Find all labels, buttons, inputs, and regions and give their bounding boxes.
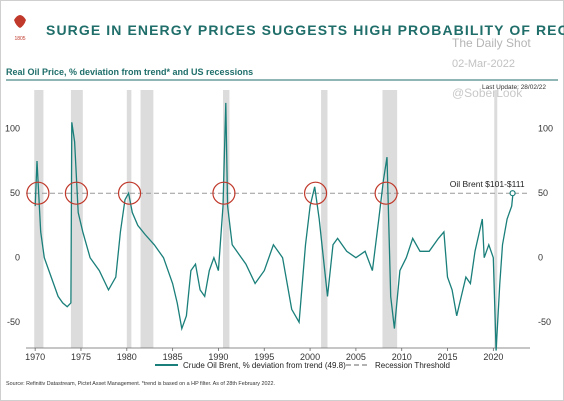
axes: 1970 1975 1980 1985 1990 1995 2000 2005 2010 2015… [5,124,553,362]
chart-title: SURGE IN ENERGY PRICES SUGGESTS HIGH PRO… [46,22,564,38]
recession-band [321,90,328,348]
threshold-circle [117,181,142,205]
threshold-circle [26,181,50,205]
x-tick-label: 2020 [483,352,503,362]
source-note: Source: Refinitiv Datastream, Pictet Ass… [6,381,275,387]
threshold-circle [64,181,89,205]
x-tick-label: 1985 [163,352,183,362]
recession-band [34,90,44,348]
recession-band [382,90,398,348]
watermark-date: 02-Mar-2022 [452,58,515,70]
x-tick-label: 1990 [208,352,228,362]
x-tick-label: 2005 [346,352,366,362]
series-line [34,102,514,351]
threshold-circle [212,181,236,205]
y-tick-label-right: 100 [538,124,553,134]
recession-band [140,90,154,348]
y-tick-label-left: 100 [5,124,20,134]
legend-label-series: Crude Oil Brent, % deviation from trend … [183,361,346,370]
watermark: The Daily Shot 02-Mar-2022 @SoberLook [452,36,531,100]
recession-band [70,90,83,348]
oil-price-annotation: Oil Brent $101-$111 [450,179,525,189]
company-logo: 1805 [14,15,26,42]
logo-year: 1805 [14,36,25,42]
x-tick-label: 1970 [25,352,45,362]
x-tick-label: 2000 [300,352,320,362]
logo-mark-icon [14,15,26,28]
legend: Crude Oil Brent, % deviation from trend … [155,361,450,370]
legend-label-threshold: Recession Threshold [375,361,450,370]
y-tick-label-right: 0 [538,253,543,263]
chart-subtitle: Real Oil Price, % deviation from trend* … [6,67,253,77]
watermark-brand: The Daily Shot [452,36,531,50]
y-tick-label-right: 50 [538,188,548,198]
x-tick-label: 2010 [392,352,412,362]
recession-band [126,90,132,348]
threshold-circle [303,181,328,205]
threshold-circle [374,181,398,205]
y-tick-label-right: -50 [538,317,551,327]
y-tick-label-left: 50 [10,188,20,198]
threshold-circles [26,181,398,205]
recession-band [494,90,498,348]
x-tick-label: 1975 [71,352,91,362]
x-tick-label: 1995 [254,352,274,362]
recession-band [223,90,230,348]
recession-bands [34,90,498,348]
y-tick-label-left: -50 [7,317,20,327]
watermark-handle: @SoberLook [452,86,523,100]
annotation-marker [509,190,516,197]
x-tick-label: 2015 [438,352,458,362]
y-tick-label-left: 0 [15,253,20,263]
x-tick-label: 1980 [117,352,137,362]
last-update: Last Update: 28/02/22 [482,84,546,91]
